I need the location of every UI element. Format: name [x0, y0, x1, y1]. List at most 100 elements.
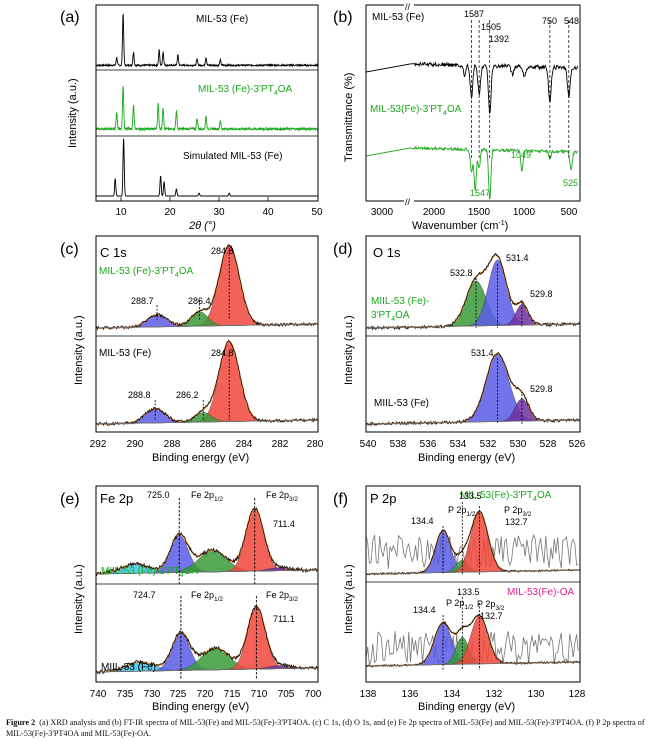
d-ylabel: Intensity (a.u.) [343, 315, 355, 385]
f-peak-label: 133.5 [459, 491, 482, 501]
d-tick: 530 [510, 439, 527, 450]
c-peak-label: 284.8 [211, 246, 234, 256]
e-bot-baseline [96, 667, 318, 673]
a-tick: 30 [213, 207, 225, 218]
f-tick: 136 [402, 689, 419, 700]
ir-series-mil53-pt4oa: MIL-53(Fe)-3'PT4OA [370, 104, 462, 117]
e-tick: 700 [305, 689, 322, 700]
xrd-series-simulated: Simulated MIL-53 (Fe) [183, 151, 282, 162]
e-tick: 710 [251, 689, 268, 700]
ir-band-1392: 1392 [489, 34, 509, 44]
panel-b-label: (b) [333, 9, 353, 26]
e-peak-label: 711.4 [273, 519, 295, 529]
panel-a: (a) MIL-53 (Fe) MIL-53 (Fe)-3'PT4OA Simu… [60, 4, 323, 232]
d-tick: 540 [360, 439, 377, 450]
ir-band-1505: 1505 [481, 22, 501, 32]
f-peak-label: 132.7 [505, 517, 528, 527]
a-tick: 10 [115, 207, 127, 218]
f-title: P 2p [370, 491, 397, 506]
f-peak-label: P 2p3/2 [504, 505, 532, 518]
c-peak-label: 288.8 [128, 390, 151, 400]
d-bottom-label: MIIL-53 (Fe) [374, 398, 429, 409]
d-tick: 538 [390, 439, 407, 450]
e-bottom-label: MIIL-53 (Fe) [101, 662, 156, 673]
e-bot-raw [96, 604, 318, 675]
ir-line-mil53 [366, 61, 579, 115]
f-peak-label: 134.4 [411, 516, 434, 526]
c-top-baseline [96, 323, 318, 329]
panel-f: (f) P 2p MIL-53(Fe)-3'PT4OA MIL-53(Fe)-O… [333, 485, 586, 713]
b-tick: 1000 [513, 207, 536, 218]
c-tick: 290 [127, 439, 144, 450]
e-xlabel: Binding energy (eV) [152, 701, 249, 713]
e-peak-label: Fe 2p1/2 [191, 490, 223, 503]
c-bot-baseline [96, 419, 318, 425]
e-peak-label: 725.0 [147, 490, 170, 500]
f-top-baseline [366, 569, 580, 575]
f-bot-raw [366, 613, 580, 668]
f-peak-label: 132.7 [480, 611, 503, 621]
d-peak-label: 531.4 [506, 253, 529, 263]
b-xlabel: Wavenumber (cm-1) [412, 220, 508, 232]
e-ylabel: Intensity (a.u.) [73, 564, 85, 634]
d-bot-raw [366, 352, 580, 427]
xrd-series-mil53: MIL-53 (Fe) [196, 14, 248, 25]
panel-e-label: (e) [60, 491, 80, 508]
d-tick: 528 [540, 439, 557, 450]
d-tick: 536 [420, 439, 437, 450]
svg-text://: // [405, 197, 411, 207]
c-top-fit-1 [96, 311, 318, 329]
c-bottom-label: MIL-53 (Fe) [99, 348, 151, 359]
e-peak-label: Fe 2p1/2 [191, 590, 223, 603]
ir-band-750: 750 [542, 16, 557, 26]
panel-d-label: (d) [333, 241, 353, 258]
d-tick: 534 [450, 439, 467, 450]
f-tick: 128 [569, 689, 586, 700]
panel-a-label: (a) [60, 9, 80, 26]
e-peak-label: Fe 2p3/2 [266, 490, 298, 503]
c-ylabel: Intensity (a.u.) [73, 315, 85, 385]
e-tick: 725 [170, 689, 187, 700]
d-peak-label: 529.8 [530, 384, 553, 394]
c-title: C 1s [100, 245, 127, 260]
f-tick: 134 [444, 689, 461, 700]
f-ylabel: Intensity (a.u.) [343, 564, 355, 634]
caption-label: Figure 2 [6, 718, 36, 727]
f-peak-label: 133.5 [457, 587, 480, 597]
c-top-envelope [96, 244, 318, 329]
panel-f-label: (f) [333, 491, 348, 508]
a-xticks: 10 20 30 40 50 [115, 207, 323, 218]
panel-d: (d) O 1s MIIL-53 (Fe)- 3'PT4OA MIIL-53 (… [333, 235, 586, 464]
e-top-label: MIIL-53 (Fe)-3'PT4OA [101, 566, 198, 579]
figure-caption: Figure 2 (a) XRD analysis and (b) FT-IR … [6, 717, 656, 739]
d-top-baseline [366, 323, 580, 329]
e-tick: 705 [278, 689, 295, 700]
e-top-raw [96, 507, 318, 576]
b-tick: 2000 [423, 207, 446, 218]
f-bottom-label: MIL-53(Fe)-OA [507, 587, 575, 598]
e-top-baseline [96, 569, 318, 575]
a-tick: 40 [262, 207, 274, 218]
e-peak-label: Fe 2p3/2 [266, 590, 298, 603]
d-tick: 532 [480, 439, 497, 450]
svg-text://: // [405, 2, 411, 12]
d-bot-baseline [366, 419, 580, 425]
f-peak-label: P 2p1/2 [446, 598, 474, 611]
e-tick: 730 [144, 689, 161, 700]
panel-c-label: (c) [60, 241, 79, 258]
c-tick: 282 [272, 439, 289, 450]
c-peak-label: 288.7 [131, 296, 154, 306]
ir-band-1587: 1587 [464, 9, 484, 19]
figure-2: (a) MIL-53 (Fe) MIL-53 (Fe)-3'PT4OA Simu… [60, 2, 586, 713]
b-tick: 1500 [468, 207, 491, 218]
c-peak-label: 286.2 [176, 390, 199, 400]
d-title: O 1s [373, 245, 401, 260]
a-tick: 20 [164, 207, 176, 218]
f-bot-fit-2 [366, 615, 580, 667]
ir-band-1049: 1049 [511, 150, 531, 160]
a-tick: 50 [311, 207, 323, 218]
c-bot-raw [96, 339, 318, 427]
d-peak-label: 532.8 [450, 268, 473, 278]
